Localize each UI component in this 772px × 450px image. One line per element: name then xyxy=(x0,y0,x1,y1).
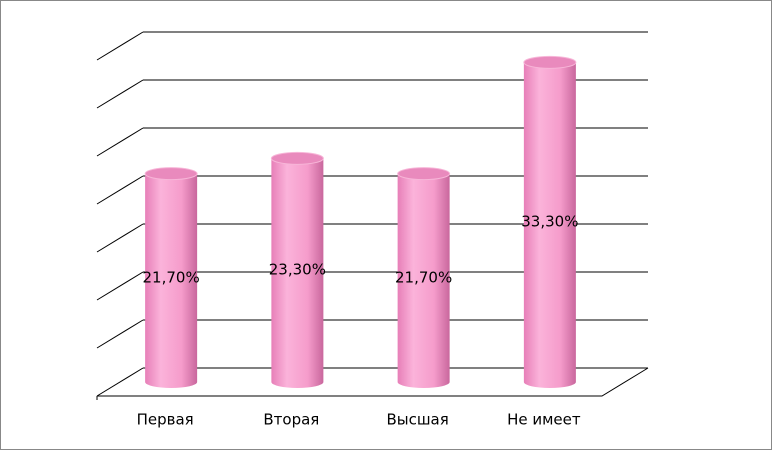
side-grid-line xyxy=(96,127,144,157)
floor xyxy=(96,367,649,400)
bar xyxy=(523,55,577,389)
side-grid-line xyxy=(96,271,144,301)
x-tick-label: Не имеет xyxy=(507,411,581,429)
value-label: 21,70% xyxy=(143,268,200,286)
value-label: 33,30% xyxy=(521,213,578,231)
side-grid-line xyxy=(96,223,144,253)
bar xyxy=(397,167,451,389)
side-grid-line xyxy=(96,319,144,349)
bar xyxy=(270,151,324,389)
side-grid-line xyxy=(96,79,144,109)
bar xyxy=(144,167,198,389)
side-grid-line xyxy=(96,175,144,205)
x-tick-label: Высшая xyxy=(386,411,448,429)
side-grid-line xyxy=(96,31,144,61)
x-tick-label: Вторая xyxy=(263,411,319,429)
value-label: 21,70% xyxy=(395,268,452,286)
side-grid-line xyxy=(96,367,144,397)
value-label: 23,30% xyxy=(269,261,326,279)
x-tick-label: Первая xyxy=(137,411,194,429)
